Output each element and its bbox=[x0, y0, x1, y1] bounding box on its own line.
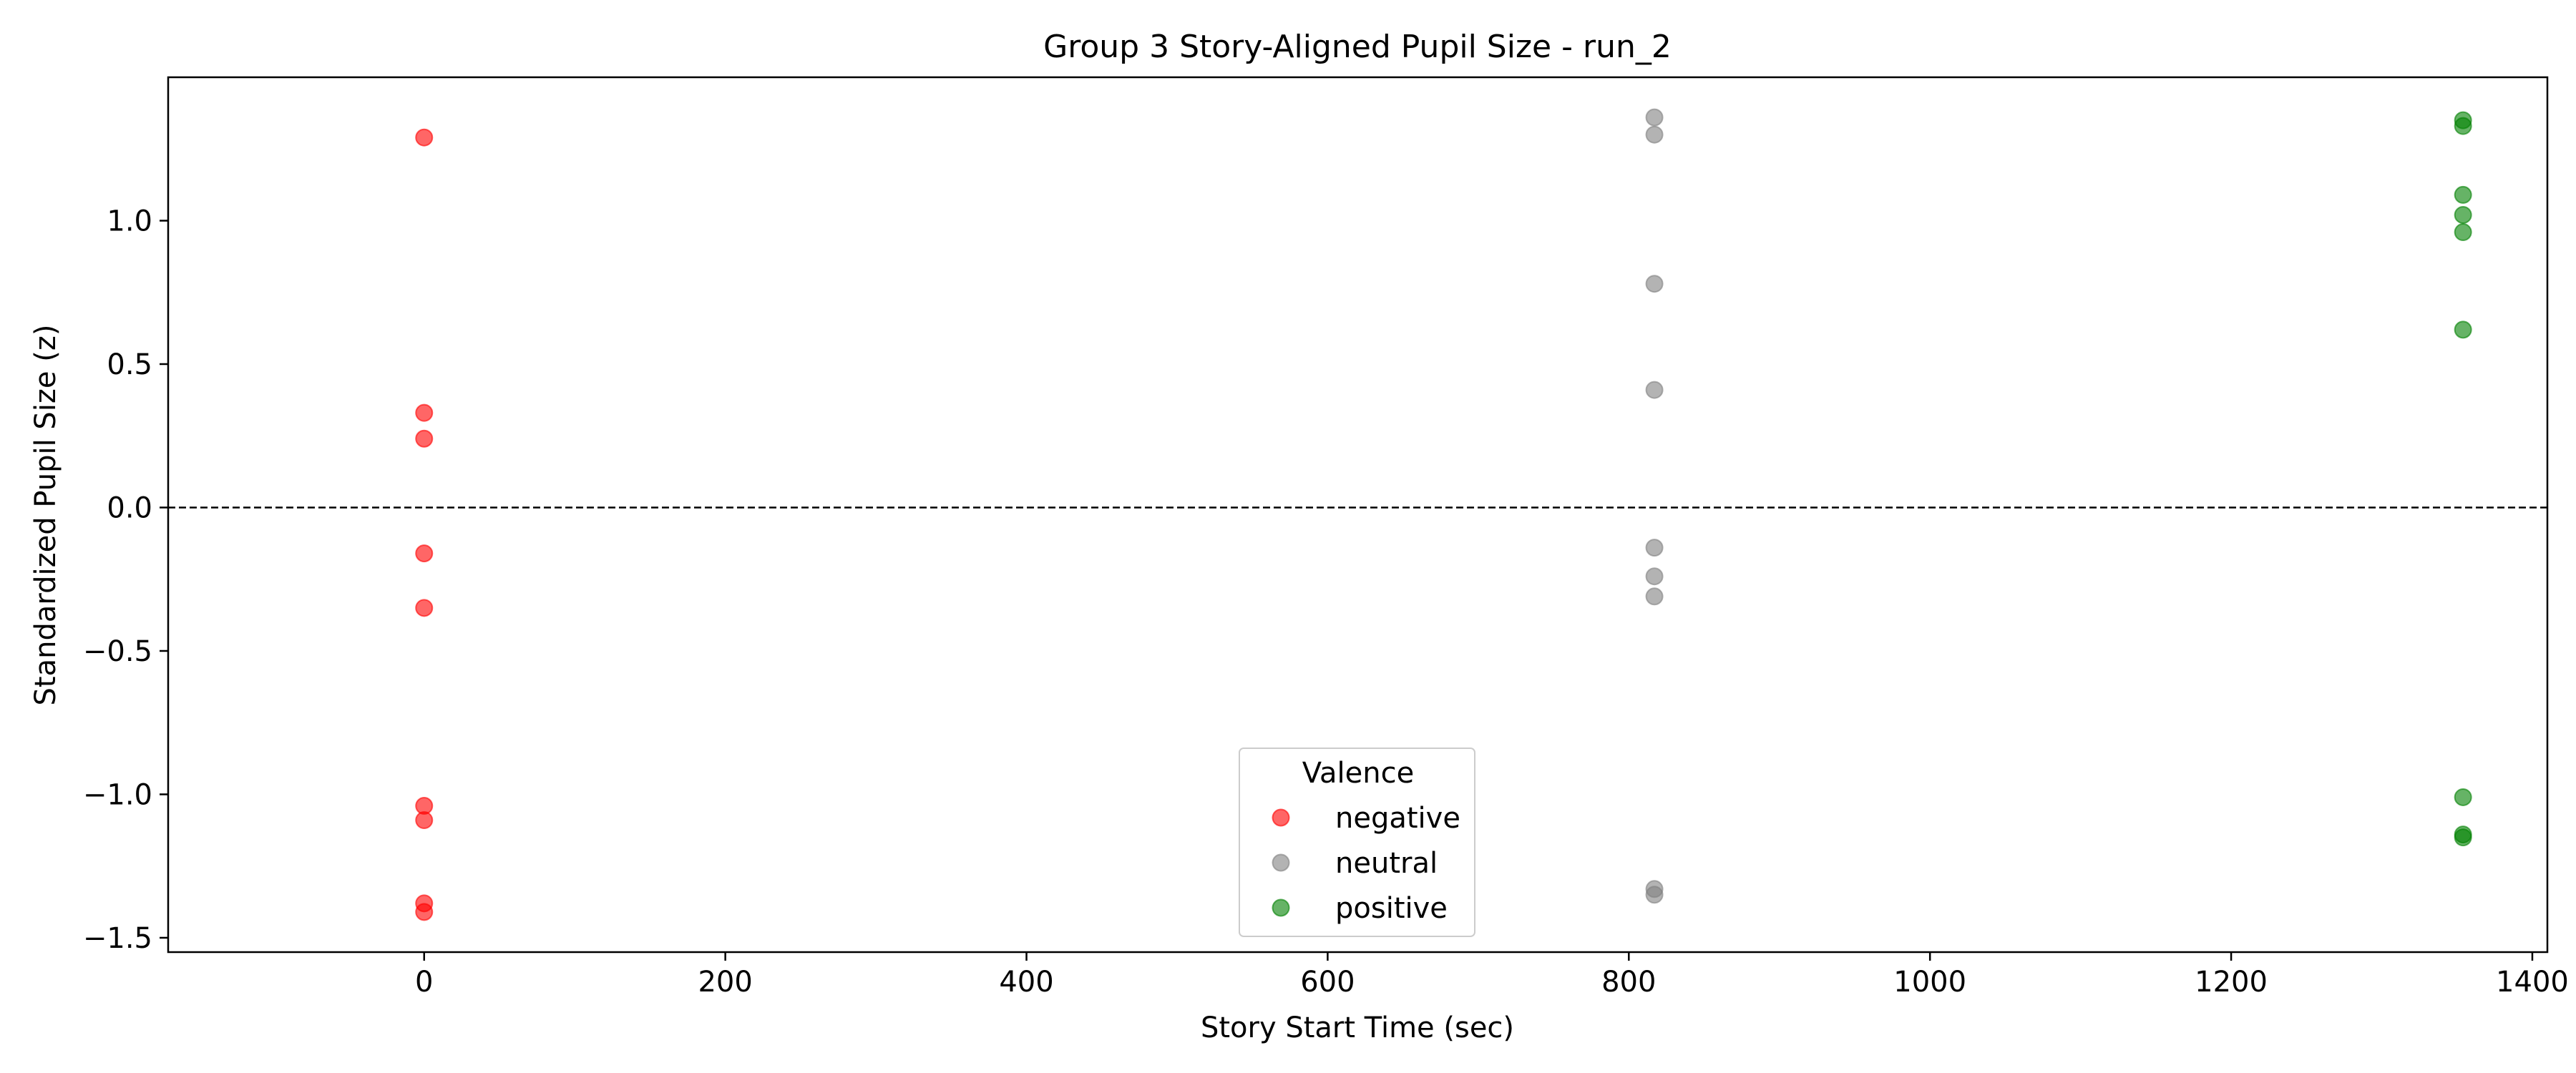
data-point-positive bbox=[2454, 320, 2472, 339]
data-points bbox=[415, 108, 2472, 921]
x-axis-label: Story Start Time (sec) bbox=[1201, 1011, 1514, 1044]
legend-frame bbox=[1239, 748, 1475, 937]
x-tick-label: 1400 bbox=[2496, 966, 2569, 999]
x-tick-label: 1000 bbox=[1893, 966, 1966, 999]
y-tick-label: 1.0 bbox=[107, 205, 152, 237]
data-point-positive bbox=[2454, 185, 2472, 204]
axes bbox=[167, 76, 2549, 954]
y-tick-label: −0.5 bbox=[83, 635, 152, 668]
legend-marker-neutral bbox=[1272, 853, 1290, 872]
legend-label-negative: negative bbox=[1335, 802, 1460, 835]
data-point-positive bbox=[2454, 828, 2472, 847]
x-tick-label: 0 bbox=[415, 966, 433, 999]
legend-title: Valence bbox=[1302, 757, 1414, 790]
y-tick-label: 0.5 bbox=[107, 348, 152, 381]
data-point-positive bbox=[2454, 223, 2472, 242]
data-point-negative bbox=[415, 811, 434, 830]
data-point-positive bbox=[2454, 117, 2472, 135]
data-point-neutral bbox=[1645, 587, 1664, 606]
ticks: 0 200 400 600 800 1000 1200 1400 −1.5 −1.0 −0.5 0.0… bbox=[83, 205, 2569, 999]
data-point-positive bbox=[2454, 788, 2472, 806]
data-point-neutral bbox=[1645, 567, 1664, 586]
legend-marker-positive bbox=[1272, 898, 1290, 917]
data-point-negative bbox=[415, 403, 434, 422]
data-point-neutral bbox=[1645, 125, 1664, 144]
legend: Valence negative neutral positive bbox=[1239, 748, 1475, 937]
x-tick-label: 600 bbox=[1300, 966, 1355, 999]
x-tick-label: 200 bbox=[698, 966, 752, 999]
data-point-negative bbox=[415, 599, 434, 617]
data-point-neutral bbox=[1645, 381, 1664, 399]
legend-marker-negative bbox=[1272, 808, 1290, 827]
data-point-neutral bbox=[1645, 275, 1664, 293]
x-tick-label: 1200 bbox=[2195, 966, 2268, 999]
y-axis-label: Standardized Pupil Size (z) bbox=[29, 325, 62, 706]
x-tick-label: 800 bbox=[1601, 966, 1656, 999]
data-point-negative bbox=[415, 544, 434, 563]
y-tick-label: −1.5 bbox=[83, 922, 152, 955]
chart-title: Group 3 Story-Aligned Pupil Size - run_2 bbox=[1043, 29, 1672, 65]
data-point-positive bbox=[2454, 205, 2472, 224]
data-point-negative bbox=[415, 903, 434, 921]
data-point-negative bbox=[415, 128, 434, 147]
axes-frame bbox=[167, 76, 2549, 954]
x-tick-label: 400 bbox=[999, 966, 1053, 999]
data-point-neutral bbox=[1645, 886, 1664, 904]
legend-label-positive: positive bbox=[1335, 892, 1448, 925]
y-tick-label: −1.0 bbox=[83, 778, 152, 811]
y-tick-label: 0.0 bbox=[107, 491, 152, 524]
data-point-neutral bbox=[1645, 539, 1664, 557]
legend-entries: negative neutral positive bbox=[1272, 802, 1460, 925]
legend-label-neutral: neutral bbox=[1335, 847, 1438, 880]
data-point-negative bbox=[415, 429, 434, 448]
data-point-neutral bbox=[1645, 108, 1664, 127]
